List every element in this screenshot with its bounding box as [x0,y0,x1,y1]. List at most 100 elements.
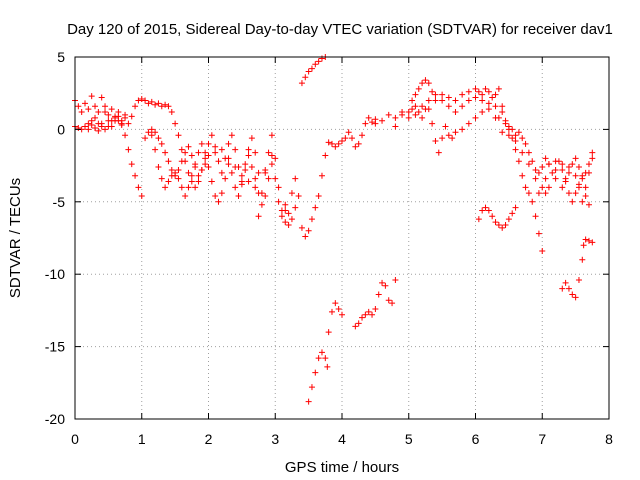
data-point [285,210,292,217]
data-point [292,204,299,211]
series-track-d [372,77,596,188]
series-low-band [305,276,399,405]
data-point [355,320,362,327]
data-point [328,140,335,147]
data-point [262,193,269,200]
data-point [168,166,175,173]
data-point [312,61,319,68]
y-tick-label: 0 [57,121,65,137]
data-point [272,175,279,182]
data-point [125,146,132,153]
data-point [142,135,149,142]
data-point [485,88,492,95]
data-point [275,198,282,205]
data-point [288,190,295,197]
data-point [322,152,329,159]
data-point [452,109,459,116]
data-point [419,103,426,110]
data-point [305,398,312,405]
data-point [112,113,119,120]
data-point [272,155,279,162]
data-point [432,91,439,98]
data-point [515,129,522,136]
data-point [585,161,592,168]
data-point [519,172,526,179]
data-point [589,149,596,156]
data-point [215,158,222,165]
data-point [75,124,82,131]
data-point [482,85,489,92]
data-point [268,161,275,168]
data-point [385,297,392,304]
data-point [248,135,255,142]
data-point [389,300,396,307]
series-track-f [409,91,596,197]
data-point [212,149,219,156]
data-point [305,68,312,75]
data-point [582,193,589,200]
data-point [422,106,429,113]
data-point [442,123,449,130]
data-point [562,178,569,185]
data-point [282,207,289,214]
data-point [258,201,265,208]
data-point [579,256,586,263]
data-point [252,184,259,191]
data-point [135,184,142,191]
data-point [138,95,145,102]
data-point [175,132,182,139]
data-point [165,178,172,185]
data-point [332,143,339,150]
data-point [372,305,379,312]
data-point [509,210,516,217]
data-point [98,123,105,130]
x-tick-label: 8 [605,431,613,447]
data-point [208,178,215,185]
data-point [519,135,526,142]
data-point [185,143,192,150]
data-point [439,91,446,98]
data-point [359,132,366,139]
x-tick-label: 4 [338,431,346,447]
x-tick-label: 3 [271,431,279,447]
data-point [198,166,205,173]
data-point [162,149,169,156]
data-point [195,172,202,179]
data-point [162,184,169,191]
data-point [95,120,102,127]
data-point [575,164,582,171]
data-point [102,109,109,116]
data-point [512,204,519,211]
data-point [532,175,539,182]
data-point [385,111,392,118]
data-point [218,190,225,197]
data-point [315,58,322,65]
data-point [148,98,155,105]
data-point [315,193,322,200]
data-point [439,135,446,142]
data-point [429,88,436,95]
data-point [128,113,135,120]
data-point [75,103,82,110]
data-point [489,94,496,101]
data-point [572,172,579,179]
data-point [142,97,149,104]
data-point [459,103,466,110]
data-point [552,166,559,173]
data-point [559,184,566,191]
data-point [95,127,102,134]
data-point [352,323,359,330]
data-point [255,169,262,176]
data-point [212,143,219,150]
data-point [512,132,519,139]
data-point [479,109,486,116]
data-point [158,103,165,110]
data-point [158,140,165,147]
data-point [178,184,185,191]
data-point [82,123,89,130]
data-point [499,129,506,136]
data-point [108,106,115,113]
data-point [405,109,412,116]
data-point [582,184,589,191]
